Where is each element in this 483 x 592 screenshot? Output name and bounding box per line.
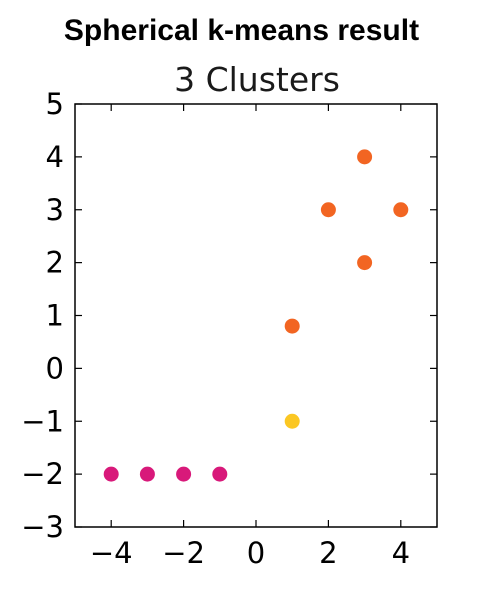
scatter-point — [284, 318, 300, 334]
scatter-point — [393, 202, 409, 218]
scatter-point — [176, 466, 192, 482]
scatter-point — [320, 202, 336, 218]
y-tick-label: 2 — [46, 246, 64, 280]
y-tick-label: 3 — [46, 193, 64, 227]
y-tick-label: −2 — [21, 457, 64, 491]
x-tick-label: −4 — [90, 536, 133, 570]
x-tick-label: 4 — [392, 536, 410, 570]
y-tick-label: −1 — [21, 404, 64, 438]
y-tick-label: 4 — [46, 140, 64, 174]
scatter-point — [284, 413, 300, 429]
y-tick-label: −3 — [21, 510, 64, 544]
scatter-point — [139, 466, 155, 482]
chart-title: 3 Clusters — [174, 60, 340, 99]
scatter-point — [357, 149, 373, 165]
scatter-point — [357, 255, 373, 271]
y-tick-label: 5 — [46, 87, 64, 121]
scatter-point — [103, 466, 119, 482]
x-tick-label: −2 — [162, 536, 205, 570]
x-tick-label: 0 — [247, 536, 265, 570]
x-tick-label: 2 — [319, 536, 337, 570]
y-tick-label: 1 — [46, 299, 64, 333]
scatter-point — [212, 466, 228, 482]
plot-frame — [74, 103, 438, 528]
figure-heading: Spherical k-means result — [63, 14, 420, 47]
y-tick-label: 0 — [46, 351, 64, 385]
